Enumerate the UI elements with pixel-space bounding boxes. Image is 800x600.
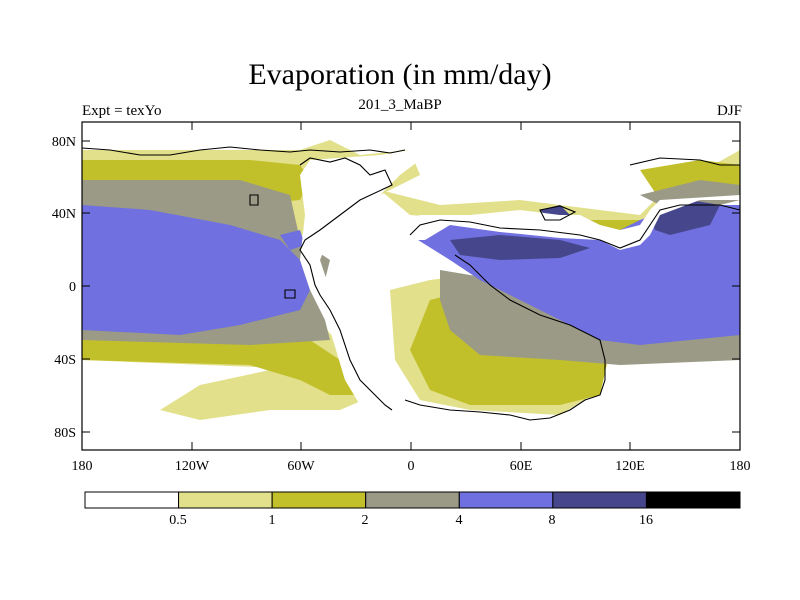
land-masses <box>300 150 740 405</box>
colorbar-label-0-5: 0.5 <box>169 513 187 528</box>
lat-label-80s: 80S <box>54 426 76 441</box>
lon-label-0: 0 <box>408 459 415 474</box>
lat-label-0: 0 <box>69 280 76 295</box>
lat-label-80n: 80N <box>52 135 76 150</box>
map-panel <box>81 121 741 451</box>
time-label: 201_3_MaBP <box>358 97 442 113</box>
coast-arctic-1 <box>81 146 406 156</box>
lon-axis <box>81 122 741 450</box>
colorbar-label-4: 4 <box>456 513 463 528</box>
colorbar-box-4 <box>458 491 554 509</box>
coastlines <box>81 146 741 421</box>
colorbar-box-5 <box>552 491 647 509</box>
lon-label-180w: 180 <box>72 459 93 474</box>
lon-label-180e: 180 <box>730 459 751 474</box>
colorbar-label-16: 16 <box>639 513 653 528</box>
colorbar-box-6 <box>645 491 741 509</box>
lat-label-40s: 40S <box>54 353 76 368</box>
coast-island-b <box>249 194 259 206</box>
colorbar <box>84 491 741 509</box>
lat-label-40n: 40N <box>52 207 76 222</box>
colorbar-label-1: 1 <box>269 513 276 528</box>
coast-arctic-2 <box>629 157 740 166</box>
lat-axis <box>82 140 740 433</box>
coast-americas <box>299 157 393 411</box>
colorbar-box-2 <box>271 491 367 509</box>
lon-label-60w: 60W <box>287 459 315 474</box>
experiment-label: Expt = texYo <box>82 103 162 119</box>
lat-tick-labels: 80N 40N 0 40S 80S <box>52 135 76 441</box>
coast-island-c <box>284 289 296 299</box>
lon-label-60e: 60E <box>510 459 533 474</box>
colorbar-box-3 <box>365 491 460 509</box>
colorbar-label-2: 2 <box>362 513 369 528</box>
lon-label-120w: 120W <box>175 459 210 474</box>
coast-afro-eurasia <box>409 204 741 249</box>
colorbar-box-0 <box>84 491 180 509</box>
coast-island-a <box>539 205 577 221</box>
coast-africa-east <box>404 254 606 421</box>
season-label: DJF <box>716 103 742 119</box>
lon-label-120e: 120E <box>615 459 645 474</box>
lon-tick-labels: 180 120W 60W 0 60E 120E 180 <box>72 459 751 474</box>
colorbar-label-8: 8 <box>549 513 556 528</box>
colorbar-labels: 0.5 1 2 4 8 16 <box>169 513 653 528</box>
chart-title: Evaporation (in mm/day) <box>248 58 552 91</box>
colorbar-box-1 <box>178 491 273 509</box>
